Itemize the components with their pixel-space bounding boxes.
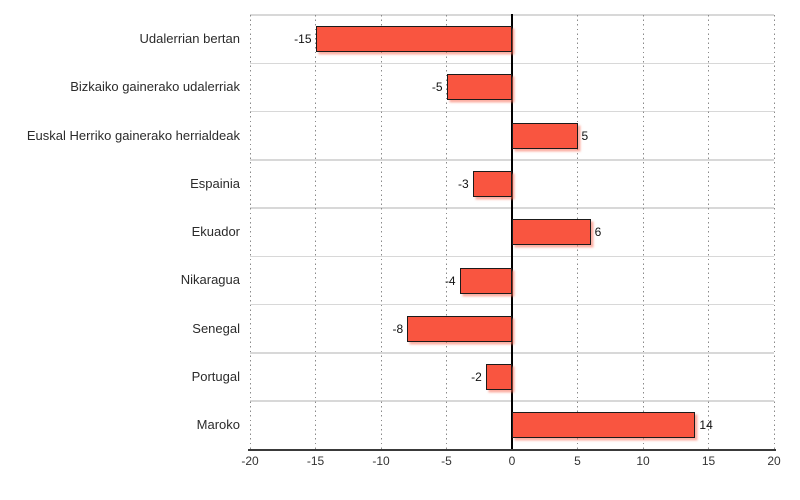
bar-value-label: 5 <box>581 128 589 143</box>
x-tick-label: 0 <box>508 454 516 468</box>
x-tick-label: 10 <box>636 454 650 468</box>
vertical-gridline <box>315 15 316 450</box>
bar-7 <box>485 364 512 391</box>
category-label: Portugal <box>191 368 240 384</box>
x-tick-label: -10 <box>372 454 390 468</box>
bar-value-label: -5 <box>431 80 443 95</box>
bar-value-label: -2 <box>471 370 482 385</box>
x-tick-label: -15 <box>306 454 325 468</box>
bar-1 <box>446 74 512 101</box>
category-label: Euskal Herriko gainerako herrialdeak <box>26 127 240 143</box>
bar-value-label: -3 <box>458 176 469 191</box>
x-tick-label: 20 <box>767 454 781 468</box>
bar-value-label: -8 <box>392 321 404 336</box>
vertical-gridline <box>773 15 775 450</box>
bar-0 <box>315 26 512 53</box>
bar-value-label: -4 <box>444 273 456 288</box>
x-tick-label: 15 <box>701 454 716 468</box>
x-axis-line <box>248 448 776 451</box>
vertical-gridline <box>642 15 644 450</box>
x-tick-label: -5 <box>441 454 452 468</box>
bar-value-label: -15 <box>294 32 312 47</box>
category-label: Nikaragua <box>180 272 240 288</box>
x-tick-label: -20 <box>241 454 259 468</box>
bar-value-label: 14 <box>699 418 713 433</box>
bar-8 <box>512 412 696 439</box>
bar-6 <box>407 315 512 342</box>
bar-2 <box>512 122 578 149</box>
x-tick-label: 5 <box>574 454 581 468</box>
category-label: Maroko <box>196 417 240 433</box>
category-label: Senegal <box>192 320 240 336</box>
bar-value-label: 6 <box>594 225 602 240</box>
vertical-gridline <box>380 15 382 450</box>
vertical-gridline <box>249 15 251 450</box>
bar-4 <box>512 219 591 246</box>
vertical-gridline <box>446 15 447 450</box>
category-label: Ekuador <box>191 224 240 240</box>
bar-3 <box>472 170 512 197</box>
category-label: Espainia <box>190 175 240 191</box>
category-label: Bizkaiko gainerako udalerriak <box>70 79 240 95</box>
bar-5 <box>459 267 512 294</box>
category-label: Udalerrian bertan <box>139 31 240 46</box>
vertical-gridline <box>708 15 709 450</box>
